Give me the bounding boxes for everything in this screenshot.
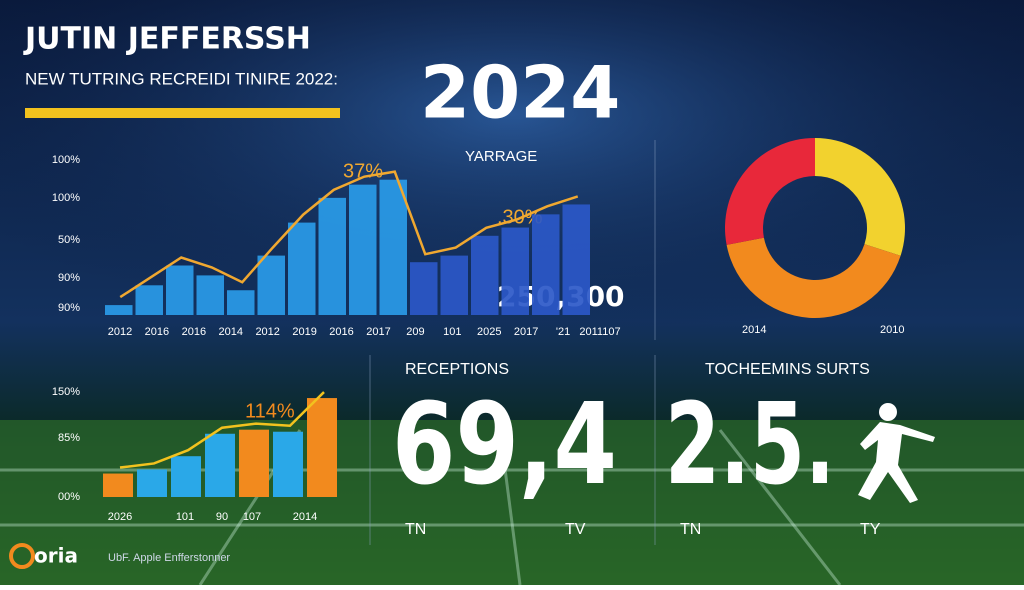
bar <box>171 456 201 497</box>
x-label: 90 <box>216 511 228 523</box>
bar <box>135 285 163 315</box>
bar <box>501 227 529 315</box>
x-label: 2014 <box>219 326 243 338</box>
y-label: 85% <box>58 432 80 444</box>
accent-bar <box>25 108 340 118</box>
x-label: 2019 <box>292 326 316 338</box>
dividers <box>369 140 656 545</box>
field <box>0 420 1024 585</box>
bar <box>379 179 407 315</box>
donut-label: 2010 <box>880 324 904 336</box>
bar <box>440 255 468 315</box>
bar <box>137 469 167 497</box>
x-label: 2016 <box>145 326 169 338</box>
x-label: 101 <box>176 511 194 523</box>
bar <box>410 262 438 315</box>
x-label: 2012 <box>255 326 279 338</box>
x-label: 2014 <box>293 511 317 523</box>
y-label: 100% <box>52 192 80 204</box>
bar <box>349 184 377 315</box>
footer-text: UbF. Apple Enfferstonner <box>108 552 230 564</box>
stat-sub: TN <box>405 521 426 538</box>
annotation: 114% <box>245 400 295 422</box>
subtitle: NEW TUTRING RECREIDI TINIRE 2022: <box>25 69 338 88</box>
stat-sub: TV <box>565 521 586 538</box>
bar <box>307 398 337 497</box>
donut-segment <box>815 138 905 256</box>
x-label: 2011107 <box>579 326 620 338</box>
stat-label: TOCHEEMINS SURTS <box>705 361 870 378</box>
bar <box>105 305 133 315</box>
x-label: 209 <box>406 326 424 338</box>
y-label: 90% <box>58 302 80 314</box>
donut-label: 2014 <box>742 324 766 336</box>
logo-icon <box>9 543 35 569</box>
bar <box>196 275 224 315</box>
x-label: 2016 <box>329 326 353 338</box>
stat-sub: TN <box>680 521 701 538</box>
title: JUTIN JEFFERSSH <box>23 22 311 57</box>
donut-segment <box>725 138 815 245</box>
y-label: 90% <box>58 272 80 284</box>
y-label: 00% <box>58 491 80 503</box>
bar <box>239 429 269 497</box>
x-label: '21 <box>556 326 570 338</box>
bar <box>471 235 499 315</box>
y-label: 50% <box>58 234 80 246</box>
bar <box>205 433 235 497</box>
player-silhouette <box>858 403 935 503</box>
year: 2024 <box>420 51 620 135</box>
stat-value: 2.5. <box>665 380 835 510</box>
stat-label: RECEPTIONS <box>405 361 509 378</box>
x-label: 2012 <box>108 326 132 338</box>
bar <box>257 255 285 315</box>
logo: oria <box>34 544 78 568</box>
stat-value: 69,4 <box>392 380 617 510</box>
trend-line <box>119 391 325 469</box>
yardage-label: YARRAGE <box>465 148 537 165</box>
bar <box>273 431 303 497</box>
stat-sub: TY <box>860 521 881 538</box>
bar <box>103 473 133 497</box>
x-label: 107 <box>243 511 261 523</box>
x-label: 2017 <box>514 326 538 338</box>
x-label: 2016 <box>182 326 206 338</box>
bar <box>562 204 590 315</box>
trend-line <box>119 170 579 299</box>
y-label: 150% <box>52 386 80 398</box>
x-label: 101 <box>443 326 461 338</box>
annotation: 37% <box>343 160 383 182</box>
bar <box>532 214 560 315</box>
y-label: 100% <box>52 154 80 166</box>
bar <box>288 222 316 315</box>
donut-segment <box>726 237 901 318</box>
bar <box>318 197 346 315</box>
field-lines <box>0 429 1024 586</box>
x-label: 2026 <box>108 511 132 523</box>
bar <box>227 290 255 315</box>
bar <box>166 265 194 315</box>
x-label: 2017 <box>366 326 390 338</box>
x-label: 2025 <box>477 326 501 338</box>
